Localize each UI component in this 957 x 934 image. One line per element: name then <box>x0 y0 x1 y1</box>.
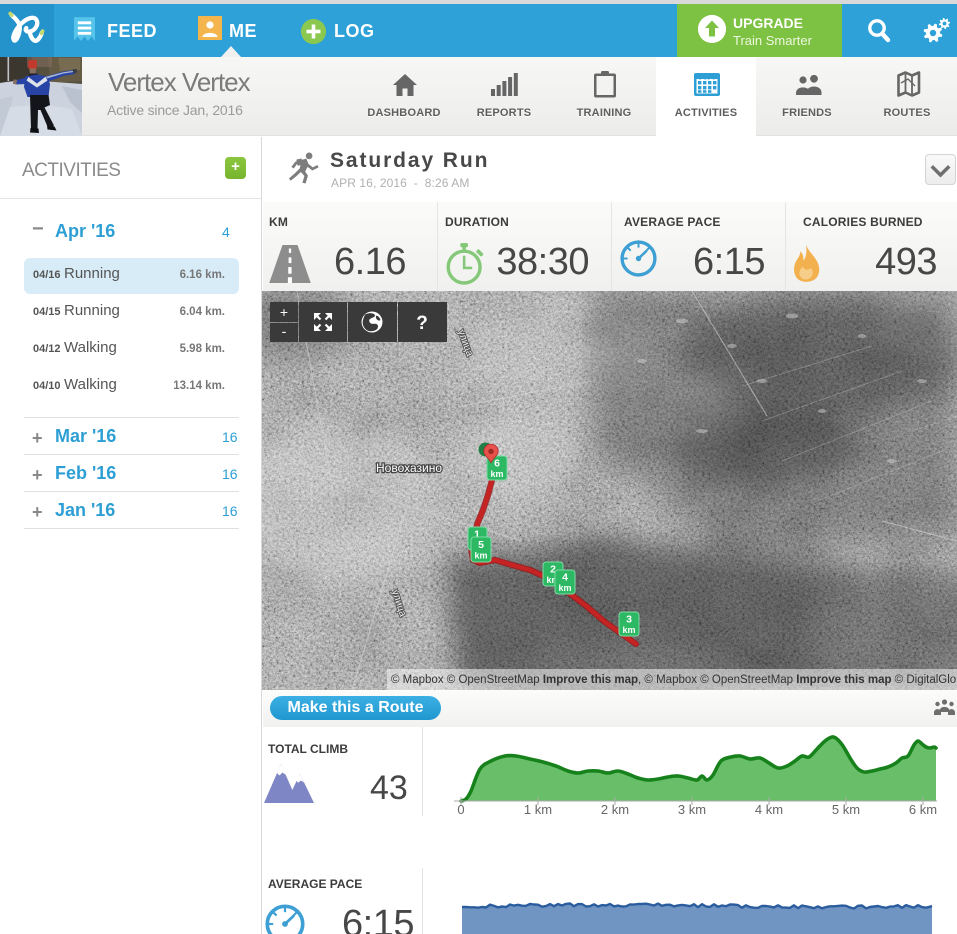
svg-text:km: km <box>490 469 503 479</box>
svg-text:0: 0 <box>457 802 464 815</box>
svg-text:Новохазино: Новохазино <box>376 461 442 475</box>
svg-text:2: 2 <box>550 564 556 576</box>
svg-text:© Mapbox © OpenStreetMap Impro: © Mapbox © OpenStreetMap Improve this ma… <box>391 674 957 686</box>
svg-text:+: + <box>280 304 288 320</box>
svg-text:-: - <box>282 323 287 339</box>
svg-text:km: km <box>546 575 559 585</box>
svg-text:?: ? <box>416 313 428 334</box>
svg-text:6: 6 <box>494 458 500 470</box>
svg-text:3: 3 <box>626 614 632 626</box>
svg-text:1 km: 1 km <box>524 802 552 815</box>
svg-text:3 km: 3 km <box>678 802 706 815</box>
svg-text:km: km <box>622 625 635 635</box>
svg-text:km: km <box>558 583 571 593</box>
svg-text:2 km: 2 km <box>601 802 629 815</box>
svg-text:5: 5 <box>478 539 484 551</box>
svg-text:4 km: 4 km <box>755 802 783 815</box>
svg-text:4: 4 <box>562 572 568 584</box>
svg-text:5 km: 5 km <box>832 802 860 815</box>
svg-text:km: km <box>474 551 487 561</box>
svg-text:6 km: 6 km <box>909 802 937 815</box>
svg-text:1: 1 <box>474 529 480 541</box>
